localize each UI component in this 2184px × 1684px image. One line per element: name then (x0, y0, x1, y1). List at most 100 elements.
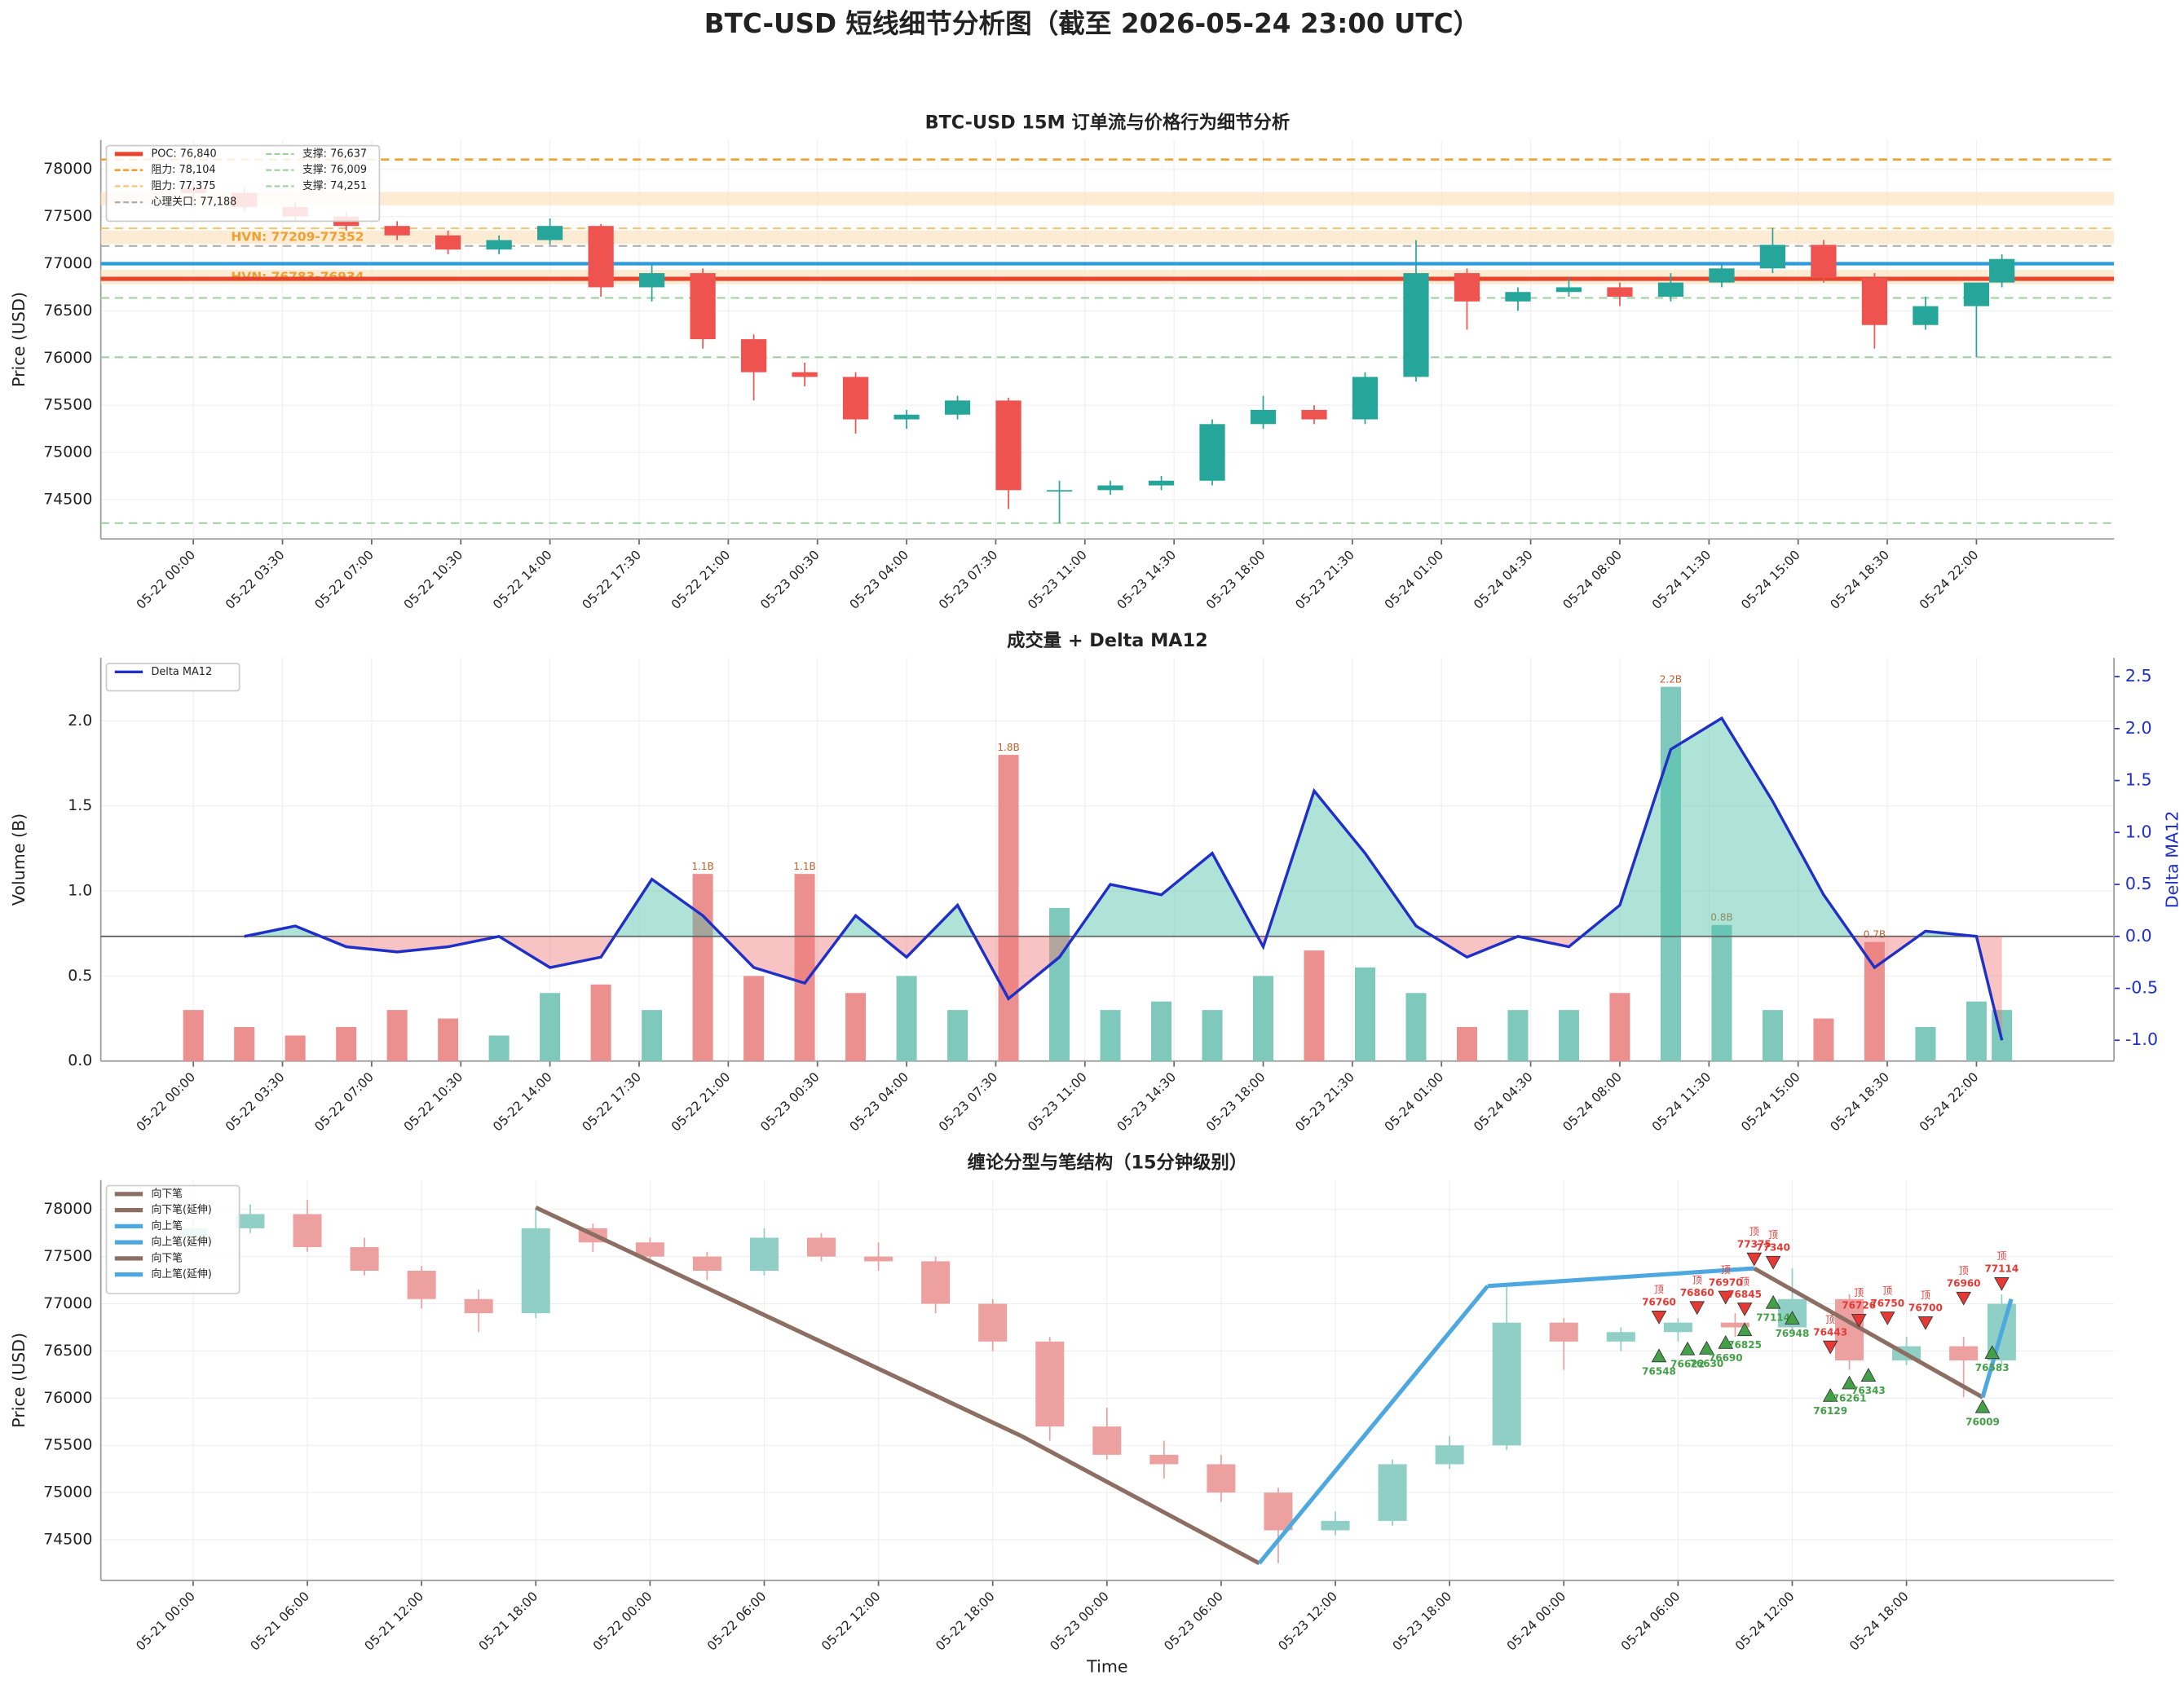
top-price: 77114 (1984, 1263, 2019, 1275)
candle-body (995, 400, 1021, 491)
top-label: 顶 (1854, 1287, 1864, 1298)
candle-body (978, 1303, 1008, 1342)
candle-body (1352, 377, 1379, 420)
volume-bar (1151, 1001, 1172, 1061)
top-price: 76760 (1642, 1297, 1676, 1308)
top-price: 76960 (1947, 1277, 1981, 1289)
y2-tick-label: 0.5 (2125, 874, 2152, 893)
legend-label: Delta MA12 (151, 666, 212, 678)
y-tick-label: 74500 (43, 490, 92, 508)
candle-body (1989, 258, 2015, 283)
candle-body (1454, 273, 1480, 302)
candle-body (1435, 1445, 1464, 1465)
candle-body (1913, 306, 1939, 325)
top-fractal (1879, 1311, 1895, 1325)
candle-body (1657, 282, 1684, 298)
volume-bar (386, 1010, 408, 1061)
top-label: 顶 (1740, 1276, 1749, 1287)
volume-bar (1558, 1010, 1579, 1061)
top-fractal (1851, 1313, 1867, 1328)
candle-body (1759, 245, 1786, 269)
stroke-line (1487, 1266, 1754, 1289)
volume-bar (794, 874, 815, 1061)
volume-label: 0.7B (1864, 929, 1886, 941)
top-fractal (1822, 1340, 1838, 1355)
y-tick-label: 1.5 (68, 796, 92, 814)
y-tick-label: 0.0 (68, 1051, 92, 1069)
volume-label: 1.1B (793, 861, 815, 872)
top-price: 77340 (1756, 1241, 1790, 1253)
y2-axis-label: Delta MA12 (2162, 811, 2182, 909)
volume-label: 2.2B (1660, 674, 1682, 686)
candle-body (1046, 490, 1073, 492)
y-tick-label: 77000 (43, 254, 92, 272)
bottom-price: 76690 (1709, 1352, 1743, 1364)
y-tick-label: 77500 (43, 1247, 92, 1265)
top-price: 76860 (1680, 1287, 1714, 1298)
candle-body (1549, 1322, 1578, 1342)
candle-body (1264, 1492, 1293, 1531)
top-fractal (1689, 1301, 1705, 1316)
legend-box (105, 144, 381, 223)
y-tick-label: 76000 (43, 349, 92, 367)
candle-body (293, 1214, 322, 1248)
volume-bar (1049, 907, 1070, 1061)
volume-label: 1.8B (997, 742, 1019, 753)
y-tick-label: 77000 (43, 1294, 92, 1312)
candle-body (588, 226, 614, 288)
bottom-fractal (1718, 1334, 1734, 1349)
volume-bar (1609, 993, 1630, 1061)
candle-body (521, 1228, 550, 1314)
candle-body (1606, 1332, 1635, 1342)
candle-body (1403, 273, 1429, 377)
legend-label: 向上笔(延伸) (151, 1267, 211, 1281)
candle-body (638, 273, 665, 288)
legend-label: 阻力: 78,104 (151, 164, 215, 176)
y-tick-label: 1.0 (68, 882, 92, 900)
candle-body (1321, 1520, 1350, 1531)
y-axis-label: Volume (B) (9, 813, 29, 906)
bottom-fractal (1699, 1340, 1714, 1355)
volume-bar (1915, 1026, 1936, 1061)
hvn-label: HVN: 77209-77352 (231, 230, 364, 245)
candle-body (464, 1298, 493, 1314)
candle-body (1301, 409, 1327, 420)
top-label: 顶 (1996, 1250, 2006, 1262)
bottom-price: 76129 (1813, 1405, 1847, 1417)
bottom-price: 76583 (1975, 1362, 2010, 1373)
y-tick-label: 78000 (43, 1200, 92, 1218)
bottom-price: 76009 (1966, 1417, 2000, 1428)
candle-body (1092, 1426, 1122, 1455)
candle-body (350, 1247, 379, 1271)
volume-bar (642, 1010, 663, 1061)
legend-label: 向下笔 (151, 1187, 183, 1200)
candle-body (842, 377, 869, 420)
volume-label: 1.1B (691, 861, 713, 872)
volume-bar (1456, 1026, 1477, 1061)
candle-body (1555, 287, 1582, 293)
bottom-fractal (1651, 1348, 1667, 1363)
bottom-fractal (1736, 1322, 1753, 1337)
candle-body (236, 1214, 265, 1228)
hvn-band (100, 192, 2115, 205)
candle-body (792, 372, 818, 377)
legend-label: 支撑: 74,251 (302, 180, 367, 192)
delta-area-negative (244, 936, 2002, 1041)
y-tick-label: 77500 (43, 207, 92, 225)
legend-label: POC: 76,840 (151, 148, 216, 160)
volume-bar (183, 1010, 204, 1061)
legend-box (105, 663, 240, 692)
bottom-price: 76261 (1833, 1393, 1867, 1404)
volume-bar (590, 984, 611, 1061)
legend-label: 向上笔(延伸) (151, 1236, 211, 1249)
candle-body (749, 1237, 779, 1271)
top-label: 顶 (1825, 1314, 1835, 1325)
top-fractal (1917, 1316, 1934, 1330)
bottom-fractal (1765, 1294, 1781, 1309)
top-label: 顶 (1959, 1265, 1969, 1276)
candle-body (384, 226, 410, 236)
volume-bar (1762, 1010, 1783, 1061)
y-tick-label: 75000 (43, 443, 92, 461)
